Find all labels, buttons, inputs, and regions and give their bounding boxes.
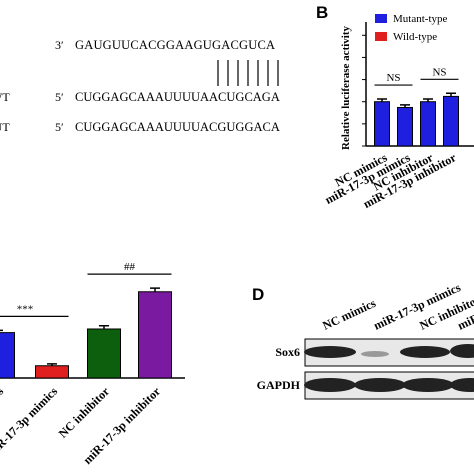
y-axis-label: Relative luciferase activity [340, 25, 352, 150]
bar [87, 328, 121, 379]
sig-label: ## [124, 261, 136, 273]
legend-label: Mutant-type [393, 13, 447, 25]
error-bar [400, 104, 410, 108]
panel-label: B [316, 3, 328, 22]
error-bar [99, 325, 109, 329]
error-bar [47, 363, 57, 366]
sig-label: *** [17, 303, 34, 315]
legend-swatch [375, 32, 387, 41]
legend-label: Wild-type [393, 31, 437, 43]
row-seq: CUGGAGCAAAUUUUACGUGGACA [75, 120, 280, 134]
bar [374, 101, 390, 147]
panel-label: D [252, 285, 264, 304]
legend-swatch [375, 14, 387, 23]
row-name: MUT [0, 120, 10, 134]
error-bar [0, 329, 3, 332]
error-bar [150, 287, 160, 292]
blot-bands [304, 344, 474, 392]
blot-row-label: Sox6 [275, 345, 300, 359]
bar [443, 95, 459, 147]
lane-label: NC mimics [320, 296, 378, 333]
x-tick-label: miR-17-3p mimics [0, 384, 60, 461]
sig-label: NS [386, 72, 400, 84]
error-bar [423, 98, 433, 102]
bar [397, 106, 413, 147]
bar [138, 291, 172, 379]
error-bar [377, 98, 387, 102]
row-seq: CUGGAGCAAAUUUUAACUGCAGA [75, 90, 280, 104]
row-name: WT [0, 90, 10, 104]
pairing-lines [217, 60, 279, 86]
row-end: 5′ [55, 90, 64, 104]
x-tick-label: NC mimics [0, 384, 6, 434]
bar [420, 101, 436, 147]
error-bar [446, 92, 456, 97]
bar [35, 365, 69, 379]
sig-label: NS [432, 66, 446, 78]
row-end: 5′ [55, 120, 64, 134]
mirna-end: 3′ [55, 38, 64, 52]
bar [0, 332, 15, 379]
mirna-seq: GAUGUUCACGGAAGUGACGUCA [75, 38, 275, 52]
blot-row-label: GAPDH [257, 378, 301, 392]
